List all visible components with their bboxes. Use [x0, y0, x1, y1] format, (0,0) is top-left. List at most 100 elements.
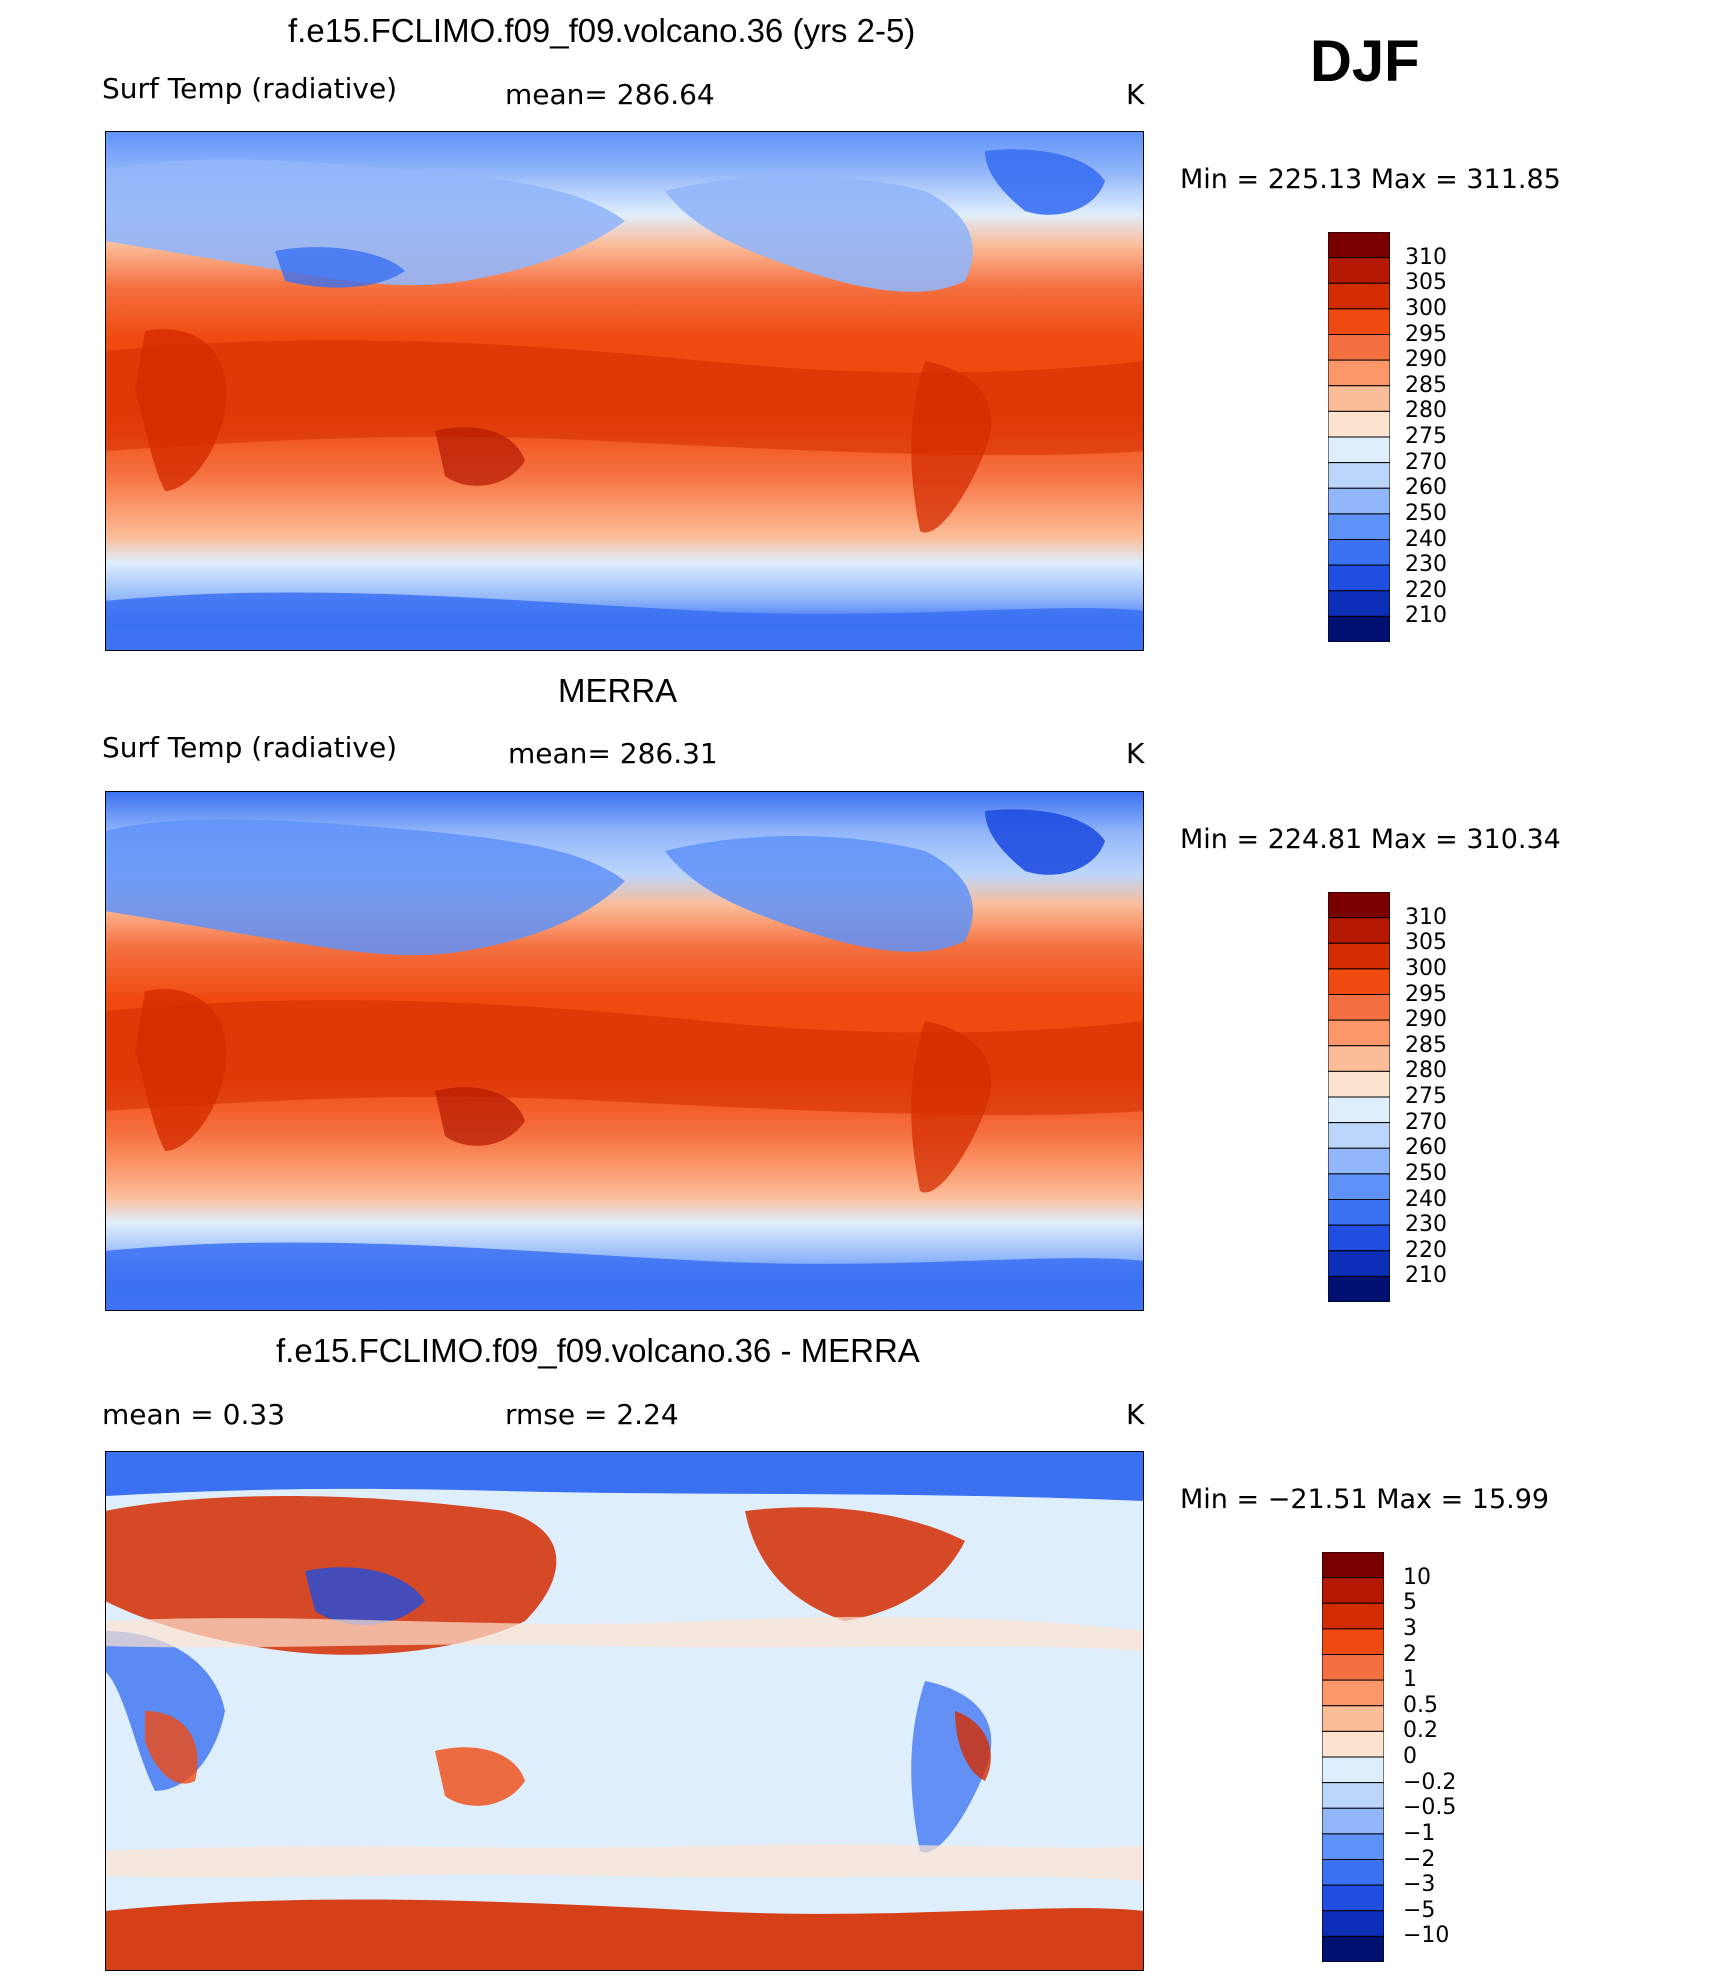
colorbar-swatch — [1321, 1551, 1385, 1579]
colorbar-swatch — [1321, 1730, 1385, 1758]
colorbar-tick-label: 210 — [1405, 1263, 1447, 1289]
colorbar-swatch — [1321, 1602, 1385, 1630]
colorbar-swatch — [1327, 513, 1391, 540]
colorbar-tick-label: 250 — [1405, 500, 1447, 526]
colorbar-swatch — [1327, 1045, 1391, 1072]
panel-2-range: Min = 224.81 Max = 310.34 — [1180, 824, 1561, 855]
panel-2-map — [105, 791, 1144, 1311]
colorbar-swatch — [1327, 917, 1391, 944]
colorbar-tick-label: 220 — [1405, 577, 1447, 603]
panel-1-colorbar — [1327, 231, 1391, 646]
colorbar-swatch — [1321, 1807, 1385, 1835]
panel-3-rmse: rmse = 2.24 — [505, 1398, 679, 1431]
colorbar-swatch — [1321, 1833, 1385, 1860]
colorbar-tick-label: 275 — [1405, 424, 1447, 449]
colorbar-tick-label: 0 — [1403, 1744, 1417, 1769]
colorbar-tick-label: 300 — [1405, 955, 1447, 981]
panel-3-colorbar — [1321, 1551, 1385, 1966]
colorbar-tick-label: −10 — [1403, 1923, 1450, 1949]
colorbar-tick-label: 310 — [1405, 244, 1447, 270]
colorbar-swatch — [1327, 942, 1391, 970]
colorbar-tick-label: −2 — [1403, 1846, 1436, 1872]
colorbar-swatch — [1327, 436, 1391, 464]
colorbar-tick-label: 210 — [1405, 603, 1447, 629]
colorbar-swatch — [1327, 334, 1391, 361]
colorbar-tick-label: 305 — [1405, 270, 1447, 296]
panel-3-colorbar-swatches — [1321, 1551, 1385, 1963]
colorbar-tick-label: 295 — [1405, 321, 1447, 347]
colorbar-tick-label: 230 — [1405, 1212, 1447, 1238]
colorbar-swatch — [1327, 539, 1391, 566]
colorbar-tick-label: 0.2 — [1403, 1718, 1438, 1744]
colorbar-tick-label: 285 — [1405, 372, 1447, 398]
colorbar-swatch — [1327, 1122, 1391, 1149]
colorbar-swatch — [1327, 359, 1391, 387]
colorbar-swatch — [1327, 615, 1391, 643]
panel-1-units: K — [1126, 78, 1145, 111]
colorbar-swatch — [1327, 1250, 1391, 1277]
colorbar-tick-label: 220 — [1405, 1237, 1447, 1263]
colorbar-swatch — [1321, 1935, 1385, 1963]
panel-1-range: Min = 225.13 Max = 311.85 — [1180, 164, 1561, 195]
colorbar-tick-label: −5 — [1403, 1897, 1436, 1923]
colorbar-swatch — [1327, 564, 1391, 592]
colorbar-tick-label: 310 — [1405, 904, 1447, 930]
colorbar-tick-label: 5 — [1403, 1590, 1417, 1616]
panel-1-map — [105, 131, 1144, 651]
colorbar-swatch — [1327, 462, 1391, 489]
colorbar-swatch — [1327, 257, 1391, 284]
season-label: DJF — [1310, 29, 1420, 94]
panel-3-map — [105, 1451, 1144, 1971]
colorbar-swatch — [1327, 410, 1391, 438]
colorbar-swatch — [1321, 1782, 1385, 1809]
colorbar-tick-label: 295 — [1405, 981, 1447, 1007]
panel-3-title: f.e15.FCLIMO.f09_f09.volcano.36 - MERRA — [276, 1332, 920, 1369]
colorbar-tick-label: 2 — [1403, 1641, 1417, 1667]
colorbar-tick-label: 305 — [1405, 930, 1447, 956]
colorbar-tick-label: 285 — [1405, 1032, 1447, 1058]
panel-2-colorbar — [1327, 891, 1391, 1306]
panel-2-units: K — [1126, 737, 1145, 770]
colorbar-swatch — [1327, 282, 1391, 310]
colorbar-tick-label: 260 — [1405, 1135, 1447, 1161]
panel-1-mean: mean= 286.64 — [505, 78, 715, 111]
colorbar-swatch — [1321, 1859, 1385, 1886]
colorbar-tick-label: 290 — [1405, 347, 1447, 373]
colorbar-tick-label: 300 — [1405, 295, 1447, 321]
panel-1-variable: Surf Temp (radiative) — [102, 72, 398, 105]
colorbar-swatch — [1327, 385, 1391, 412]
panel-2-colorbar-swatches — [1327, 891, 1391, 1303]
colorbar-swatch — [1321, 1628, 1385, 1655]
panel-3-range: Min = −21.51 Max = 15.99 — [1180, 1484, 1550, 1515]
colorbar-swatch — [1327, 891, 1391, 919]
colorbar-swatch — [1327, 231, 1391, 259]
colorbar-tick-label: −0.5 — [1403, 1795, 1457, 1821]
colorbar-tick-label: 280 — [1405, 398, 1447, 424]
colorbar-swatch — [1327, 1070, 1391, 1098]
colorbar-tick-label: 1 — [1403, 1667, 1417, 1693]
colorbar-swatch — [1327, 1019, 1391, 1047]
colorbar-tick-label: 270 — [1405, 1109, 1447, 1135]
colorbar-swatch — [1327, 968, 1391, 995]
colorbar-swatch — [1327, 1147, 1391, 1175]
colorbar-swatch — [1327, 590, 1391, 617]
colorbar-tick-label: 275 — [1405, 1084, 1447, 1109]
colorbar-tick-label: −3 — [1403, 1872, 1436, 1898]
colorbar-tick-label: −0.2 — [1403, 1769, 1457, 1795]
colorbar-swatch — [1321, 1577, 1385, 1604]
colorbar-swatch — [1327, 308, 1391, 335]
colorbar-swatch — [1321, 1910, 1385, 1937]
colorbar-tick-label: 260 — [1405, 475, 1447, 501]
colorbar-tick-label: 230 — [1405, 552, 1447, 578]
panel-2-title: MERRA — [558, 672, 678, 709]
colorbar-tick-label: 240 — [1405, 526, 1447, 552]
panel-2-mean: mean= 286.31 — [508, 737, 718, 770]
colorbar-swatch — [1327, 994, 1391, 1021]
panel-1-title: f.e15.FCLIMO.f09_f09.volcano.36 (yrs 2-5… — [288, 12, 916, 49]
colorbar-swatch — [1327, 1096, 1391, 1124]
colorbar-tick-label: 10 — [1403, 1564, 1431, 1590]
colorbar-swatch — [1327, 1199, 1391, 1226]
colorbar-swatch — [1321, 1884, 1385, 1912]
colorbar-swatch — [1327, 1173, 1391, 1200]
colorbar-tick-label: 290 — [1405, 1007, 1447, 1033]
